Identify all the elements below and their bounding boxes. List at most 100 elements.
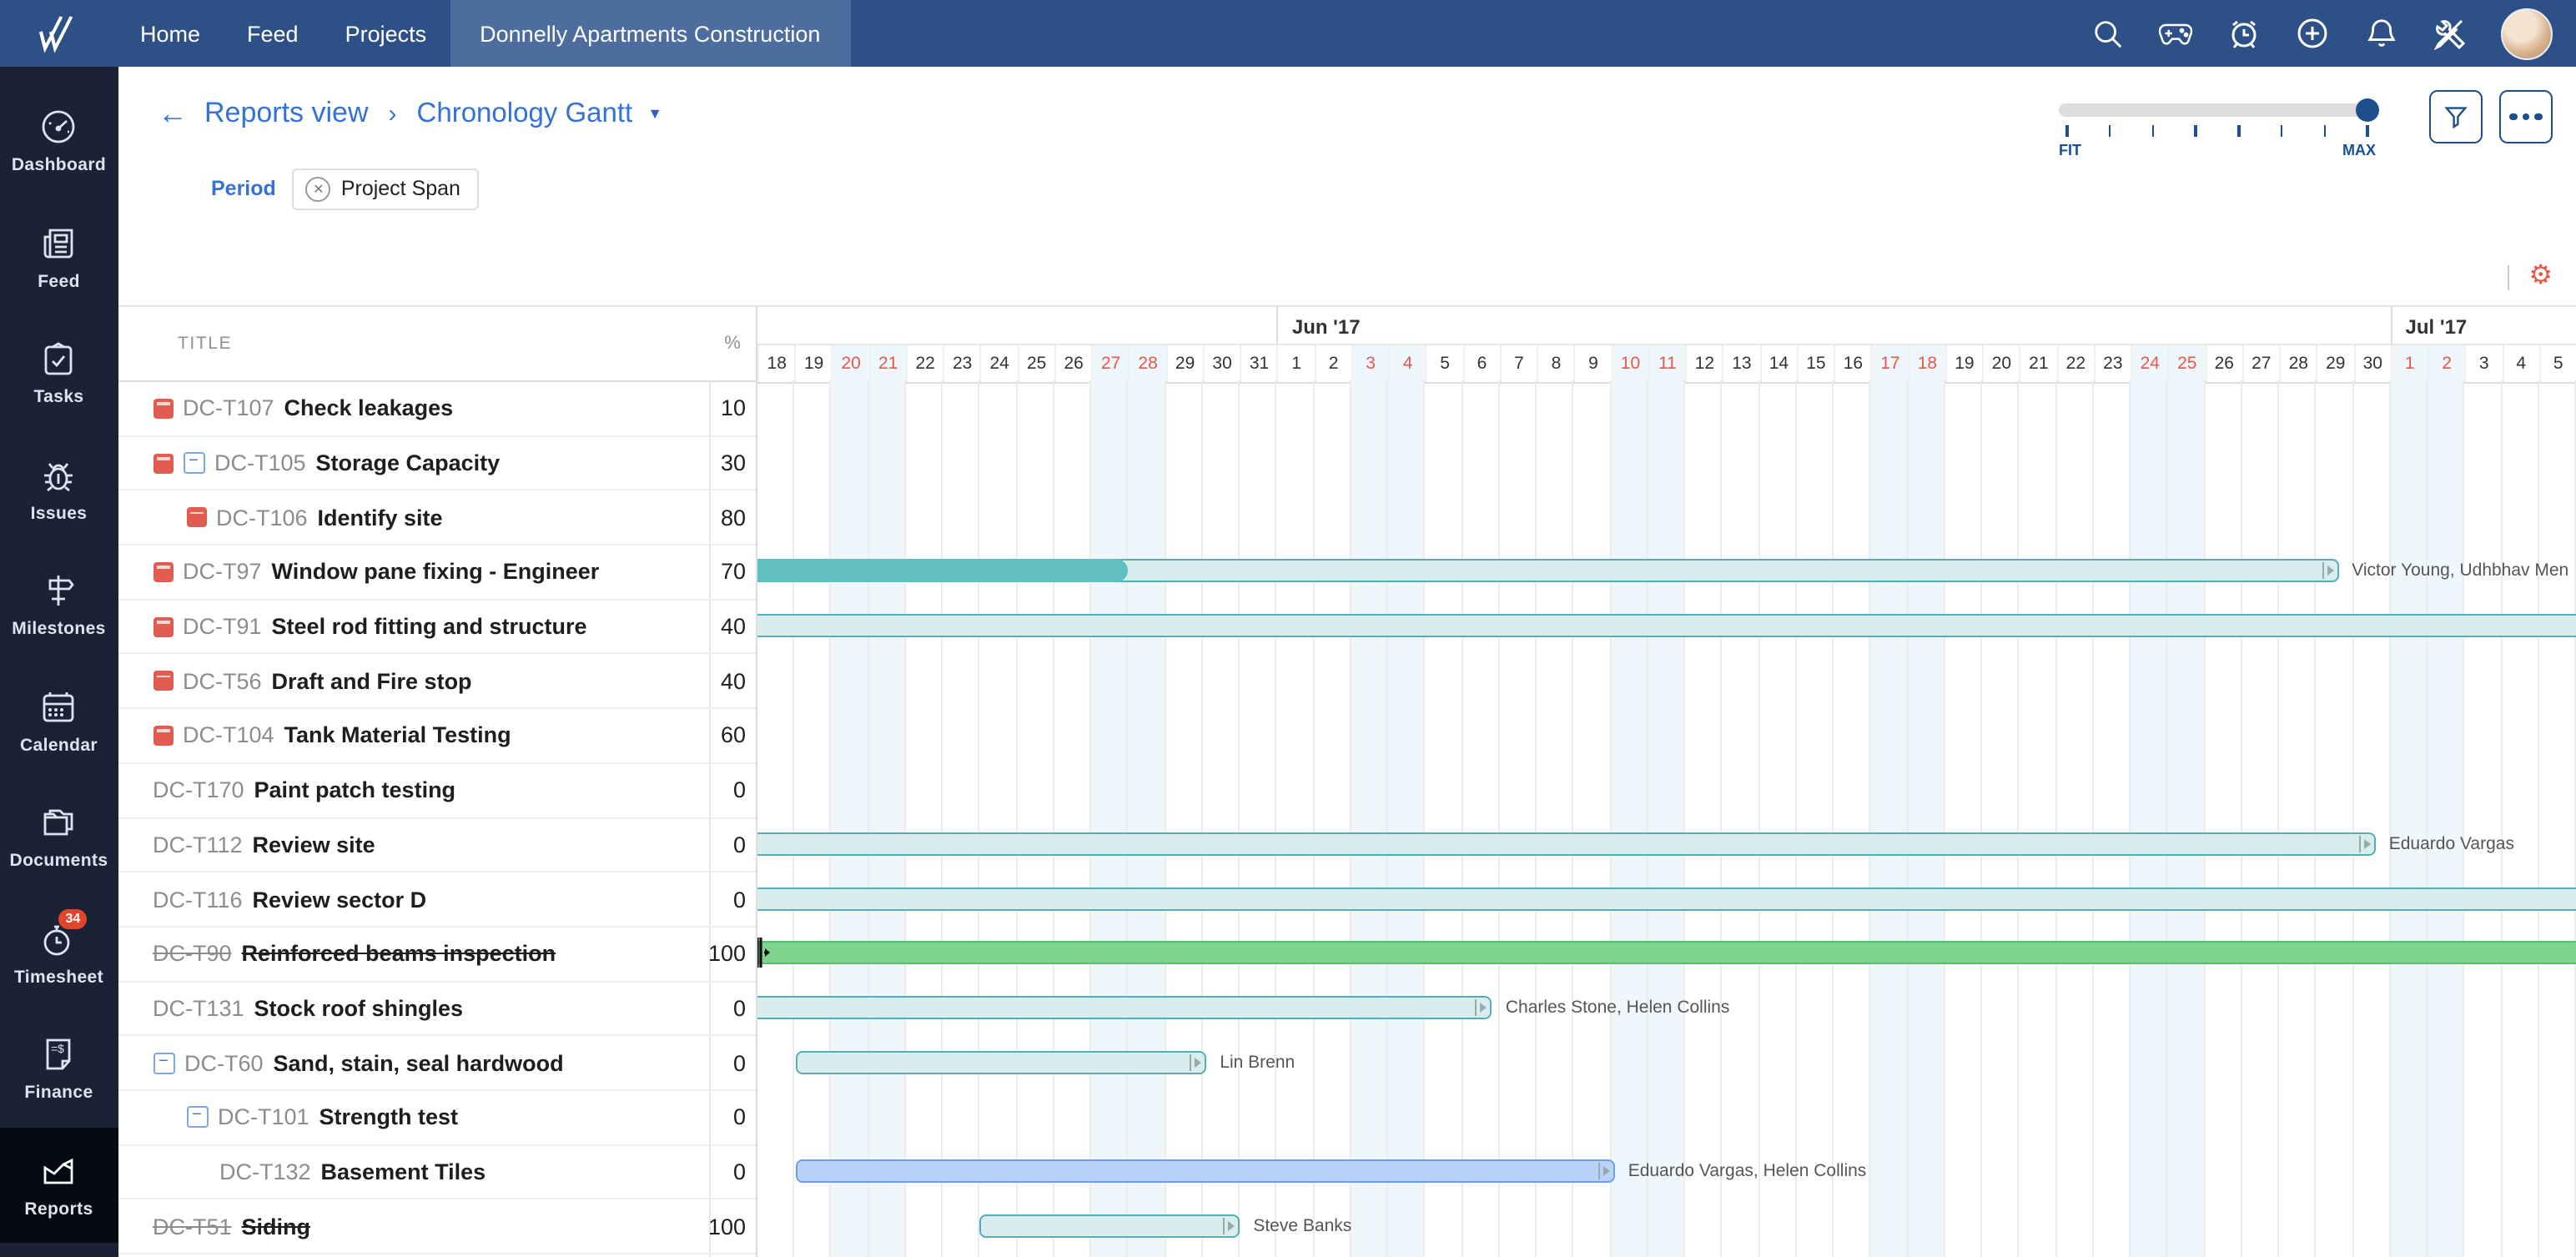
day-header-21: 21 <box>868 345 906 382</box>
filter-button[interactable] <box>2429 90 2483 143</box>
day-gridline <box>1015 380 1018 1257</box>
day-header-28: 28 <box>1128 345 1166 382</box>
setup-tools-icon[interactable] <box>2433 17 2466 50</box>
zoom-fit-label: FIT <box>2059 142 2081 158</box>
table-row-DC-T132[interactable]: DC-T132 Basement Tiles 0 <box>118 1145 756 1200</box>
zoom-slider-knob[interactable] <box>2356 98 2379 122</box>
table-row-DC-T60[interactable]: − DC-T60 Sand, stain, seal hardwood 0 <box>118 1036 756 1091</box>
back-arrow-icon[interactable]: ← <box>158 97 188 130</box>
project-span-chip[interactable]: ✕ Project Span <box>292 168 479 209</box>
bar-resize-handle-icon[interactable] <box>1475 999 1487 1017</box>
table-row-DC-T101[interactable]: − DC-T101 Strength test 0 <box>118 1090 756 1146</box>
gantt-bar-DC-T91[interactable] <box>757 614 2576 638</box>
bar-resize-handle-icon[interactable] <box>1597 1163 1610 1180</box>
column-header-percent[interactable]: % <box>724 334 741 354</box>
day-header-9: 9 <box>1573 345 1611 382</box>
day-gridline <box>2500 380 2502 1257</box>
sidebar-item-calendar[interactable]: Calendar <box>0 663 118 779</box>
sidebar-item-documents[interactable]: Documents <box>0 779 118 895</box>
user-avatar[interactable] <box>2501 8 2553 59</box>
table-row-DC-T105[interactable]: − DC-T105 Storage Capacity 30 <box>118 436 756 491</box>
table-row-DC-T90[interactable]: DC-T90 Reinforced beams inspection 100 <box>118 927 756 983</box>
task-id: DC-T170 <box>153 777 244 803</box>
gantt-bar-DC-T90[interactable] <box>757 941 2576 965</box>
add-new-icon[interactable] <box>2296 17 2329 50</box>
collapse-toggle-icon[interactable]: − <box>183 452 204 475</box>
day-gridline <box>2388 380 2391 1257</box>
sidebar-item-timesheet[interactable]: 34 Timesheet <box>0 895 118 1011</box>
day-header-17: 17 <box>1870 345 1909 382</box>
sidebar-item-tasks[interactable]: Tasks <box>0 315 118 431</box>
table-row-DC-T97[interactable]: DC-T97 Window pane fixing - Engineer 70 <box>118 546 756 601</box>
day-header-22: 22 <box>905 345 943 382</box>
gantt-bar-DC-T112[interactable] <box>757 832 2376 856</box>
sidebar-item-dashboard[interactable]: Dashboard <box>0 83 118 199</box>
timer-icon[interactable] <box>2227 17 2261 50</box>
sidebar-item-finance[interactable]: =$ Finance <box>0 1011 118 1127</box>
gamescope-icon[interactable] <box>2159 17 2192 50</box>
weekend-stripe <box>868 380 906 1257</box>
period-link[interactable]: Period <box>211 177 276 200</box>
table-row-DC-T52[interactable]: DC-T52Exterior Trim100 <box>118 1254 756 1257</box>
search-icon[interactable] <box>2090 17 2124 50</box>
gantt-bar-DC-T60[interactable] <box>796 1050 1207 1074</box>
task-flag-icon <box>153 561 173 582</box>
sidebar-item-reports[interactable]: Reports <box>0 1127 118 1243</box>
collapse-toggle-icon[interactable]: − <box>153 1052 174 1074</box>
day-header-4: 4 <box>2502 345 2538 382</box>
gantt-bar-DC-T131[interactable] <box>757 996 1492 1020</box>
task-title: Reinforced beams inspection <box>241 941 556 967</box>
day-header-4: 4 <box>1388 345 1426 382</box>
view-selector-label: Chronology Gantt <box>416 98 633 128</box>
gantt-bar-DC-T116[interactable] <box>757 887 2576 911</box>
chart-settings-gear-icon[interactable]: ⚙ <box>2528 262 2553 290</box>
bar-resize-handle-icon[interactable] <box>2322 562 2334 580</box>
nav-item-feed[interactable]: Feed <box>247 21 299 46</box>
day-header-8: 8 <box>1537 345 1573 382</box>
sidebar-item-feed[interactable]: Feed <box>0 199 118 315</box>
more-options-button[interactable] <box>2499 90 2553 143</box>
sidebar-item-issues[interactable]: Issues <box>0 431 118 547</box>
day-header-25: 25 <box>2167 345 2206 382</box>
table-row-DC-T116[interactable]: DC-T116 Review sector D 0 <box>118 872 756 928</box>
collapse-toggle-icon[interactable]: − <box>186 1106 208 1129</box>
column-resize-handle-icon[interactable] <box>757 934 771 971</box>
day-gridline <box>1980 380 1983 1257</box>
nav-item-projects[interactable]: Projects <box>345 21 427 46</box>
nav-item-home[interactable]: Home <box>140 21 201 46</box>
gantt-bar-DC-T97[interactable] <box>757 559 2339 583</box>
day-gridline <box>1461 380 1463 1257</box>
task-percent: 0 <box>709 872 756 926</box>
task-flag-icon <box>153 616 173 637</box>
task-id: DC-T105 <box>214 450 306 476</box>
task-id: DC-T131 <box>153 995 244 1021</box>
zoom-slider-ticks <box>2059 125 2376 137</box>
remove-filter-icon[interactable]: ✕ <box>305 176 331 201</box>
breadcrumb-reports-view[interactable]: Reports view <box>204 97 369 128</box>
day-gridline <box>1312 380 1315 1257</box>
day-header-25: 25 <box>1017 345 1054 382</box>
table-row-DC-T107[interactable]: DC-T107 Check leakages 10 <box>118 382 756 437</box>
table-row-DC-T170[interactable]: DC-T170 Paint patch testing 0 <box>118 763 756 818</box>
table-row-DC-T104[interactable]: DC-T104 Tank Material Testing 60 <box>118 709 756 764</box>
column-header-title[interactable]: TITLE <box>178 334 233 354</box>
table-row-DC-T91[interactable]: DC-T91 Steel rod fitting and structure 40 <box>118 600 756 655</box>
bar-resize-handle-icon[interactable] <box>1190 1053 1202 1071</box>
table-row-DC-T56[interactable]: DC-T56 Draft and Fire stop 40 <box>118 654 756 710</box>
table-row-DC-T51[interactable]: DC-T51 Siding 100 <box>118 1199 756 1254</box>
nav-item-active-project[interactable]: Donnelly Apartments Construction <box>450 0 851 67</box>
zoho-projects-logo-icon[interactable] <box>0 0 117 67</box>
bar-resize-handle-icon[interactable] <box>1223 1217 1235 1234</box>
sidebar-item-milestones[interactable]: Milestones <box>0 547 118 663</box>
bar-assignees-label: Charles Stone, Helen Collins <box>1505 998 1730 1018</box>
task-flag-icon <box>153 453 173 474</box>
gantt-bar-DC-T51[interactable] <box>979 1214 1240 1238</box>
gantt-bar-DC-T132[interactable] <box>796 1159 1615 1184</box>
table-row-DC-T112[interactable]: DC-T112 Review site 0 <box>118 818 756 873</box>
zoom-slider-track[interactable] <box>2059 98 2379 122</box>
bar-resize-handle-icon[interactable] <box>2358 835 2371 852</box>
view-selector-dropdown[interactable]: Chronology Gantt ▼ <box>417 98 663 129</box>
notifications-bell-icon[interactable] <box>2364 17 2397 50</box>
table-row-DC-T106[interactable]: DC-T106 Identify site 80 <box>118 490 756 546</box>
table-row-DC-T131[interactable]: DC-T131 Stock roof shingles 0 <box>118 982 756 1037</box>
